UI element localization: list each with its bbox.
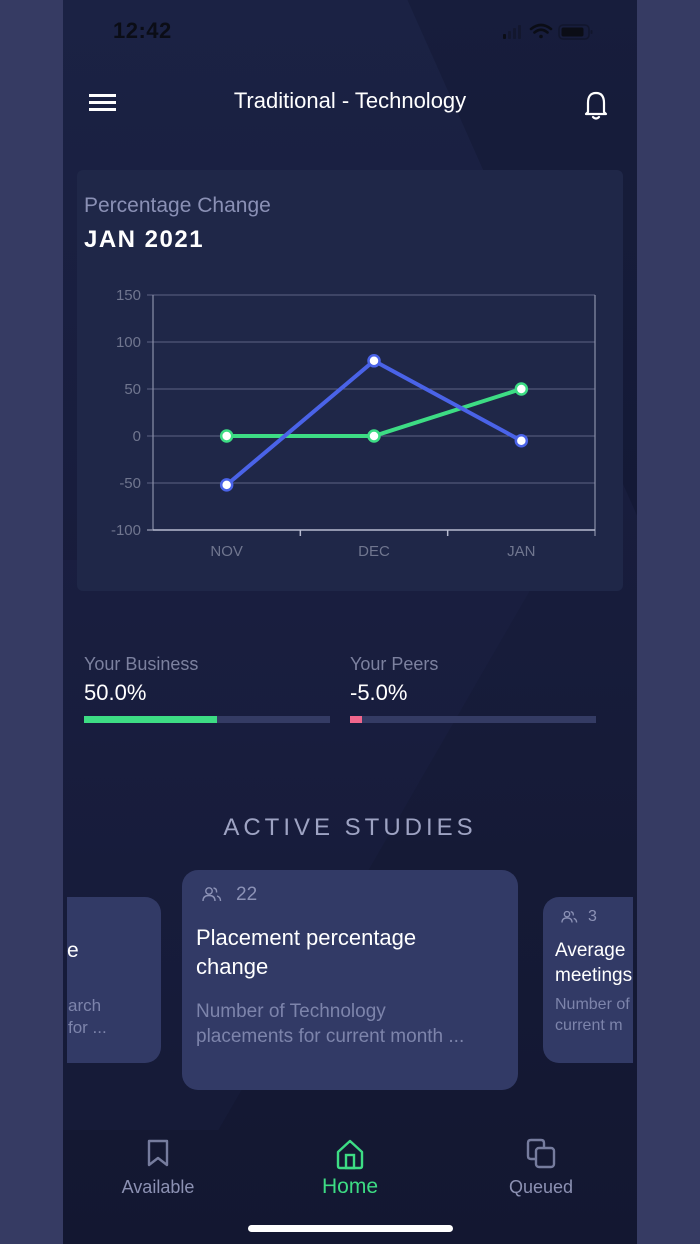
y-tick-label: 0	[133, 428, 141, 445]
study-title: Average meetings	[555, 939, 632, 988]
data-point	[219, 429, 234, 443]
copy-icon	[526, 1138, 556, 1169]
stat-label: Your Business	[84, 654, 199, 674]
study-title-line: meetings	[555, 964, 633, 986]
section-title: ACTIVE STUDIES	[223, 814, 477, 841]
progress-fill	[84, 716, 217, 723]
your-business-stat: Your Business 50.0%	[84, 654, 330, 723]
series-line	[225, 358, 523, 487]
y-tick-label: -50	[119, 475, 141, 492]
study-description-line: current m	[555, 1016, 623, 1034]
study-description-line: Number of	[555, 996, 630, 1013]
data-point	[367, 354, 381, 368]
y-tick-label: 50	[124, 381, 141, 398]
x-tick-label: NOV	[210, 543, 243, 560]
study-title-line: Placement percentage	[196, 925, 417, 950]
study-description-line: arch	[68, 996, 102, 1015]
y-tick-label: -100	[111, 522, 141, 539]
data-point	[514, 382, 529, 396]
stat-value: 50.0%	[84, 680, 147, 705]
x-tick-label: JAN	[507, 543, 535, 560]
carousel-clip: 3 Average meetings Number of current m	[63, 0, 633, 1244]
x-tick-label: DEC	[358, 543, 390, 560]
signal-icon	[503, 25, 521, 39]
participant-count-value: 22	[236, 884, 258, 905]
bookmark-icon	[147, 1139, 169, 1167]
series-line	[226, 387, 522, 438]
study-card[interactable]: 3 Average meetings Number of current m	[543, 897, 633, 1063]
study-description: Number of Technology placements for curr…	[196, 1000, 464, 1049]
chart-title: JAN 2021	[84, 226, 205, 253]
y-tick-label: 150	[116, 287, 141, 304]
study-description: Number of current m	[555, 995, 630, 1037]
percentage-change-card: Percentage Change JAN 2021 150 100 50 0 -50 -…	[77, 170, 623, 591]
progress-bar	[350, 716, 596, 723]
study-card[interactable]: 22 Placement percentage change Number of…	[182, 870, 518, 1090]
status-icons	[503, 23, 593, 40]
chart-subtitle: Percentage Change	[84, 194, 271, 217]
nav-label: Available	[121, 1177, 195, 1197]
participant-count: 3	[561, 908, 597, 926]
progress-fill	[350, 716, 363, 723]
battery-icon	[558, 24, 593, 40]
study-title-line: change	[196, 953, 269, 979]
study-card[interactable]: e arch for ...	[67, 897, 161, 1063]
wifi-icon	[529, 23, 553, 39]
nav-home[interactable]: Home	[280, 1138, 420, 1199]
line-chart: 150 100 50 0 -50 -100 NOV DEC JAN	[111, 287, 596, 560]
users-icon	[202, 887, 222, 902]
home-icon	[336, 1139, 364, 1170]
participant-count-value: 3	[588, 908, 597, 925]
y-tick-label: 100	[116, 334, 141, 351]
study-description-line: for ...	[68, 1018, 107, 1038]
study-description-line: placements for current month ...	[196, 1025, 465, 1047]
study-title-line: Average	[555, 940, 626, 961]
home-indicator	[248, 1225, 453, 1232]
study-title: Placement percentage change	[196, 924, 416, 981]
status-time: 12:42	[113, 18, 172, 43]
nav-label: Queued	[508, 1177, 574, 1197]
study-description: arch for ...	[68, 995, 107, 1039]
right-backdrop	[637, 0, 700, 1244]
bell-icon[interactable]	[581, 89, 611, 121]
users-icon	[561, 910, 578, 923]
data-point	[514, 433, 529, 448]
data-point	[367, 429, 381, 443]
progress-bar	[84, 716, 330, 723]
study-title: e	[67, 939, 79, 962]
nav-available[interactable]: Available	[88, 1138, 228, 1198]
participant-count: 22	[202, 884, 257, 906]
hamburger-menu-icon[interactable]	[89, 93, 117, 113]
data-point	[219, 478, 234, 492]
page-title: Traditional - Technology	[233, 88, 467, 113]
carousel-clip: e arch for ...	[67, 0, 637, 1244]
your-peers-stat: Your Peers -5.0%	[350, 654, 596, 723]
stat-value: -5.0%	[350, 680, 408, 705]
nav-queued[interactable]: Queued	[471, 1138, 611, 1198]
nav-label: Home	[321, 1175, 379, 1198]
phone-screen: 12:42 Traditional - Technology Percentag	[63, 0, 637, 1244]
left-backdrop	[0, 0, 63, 1244]
study-description-line: Number of Technology	[196, 1001, 386, 1022]
stat-label: Your Peers	[350, 654, 439, 674]
